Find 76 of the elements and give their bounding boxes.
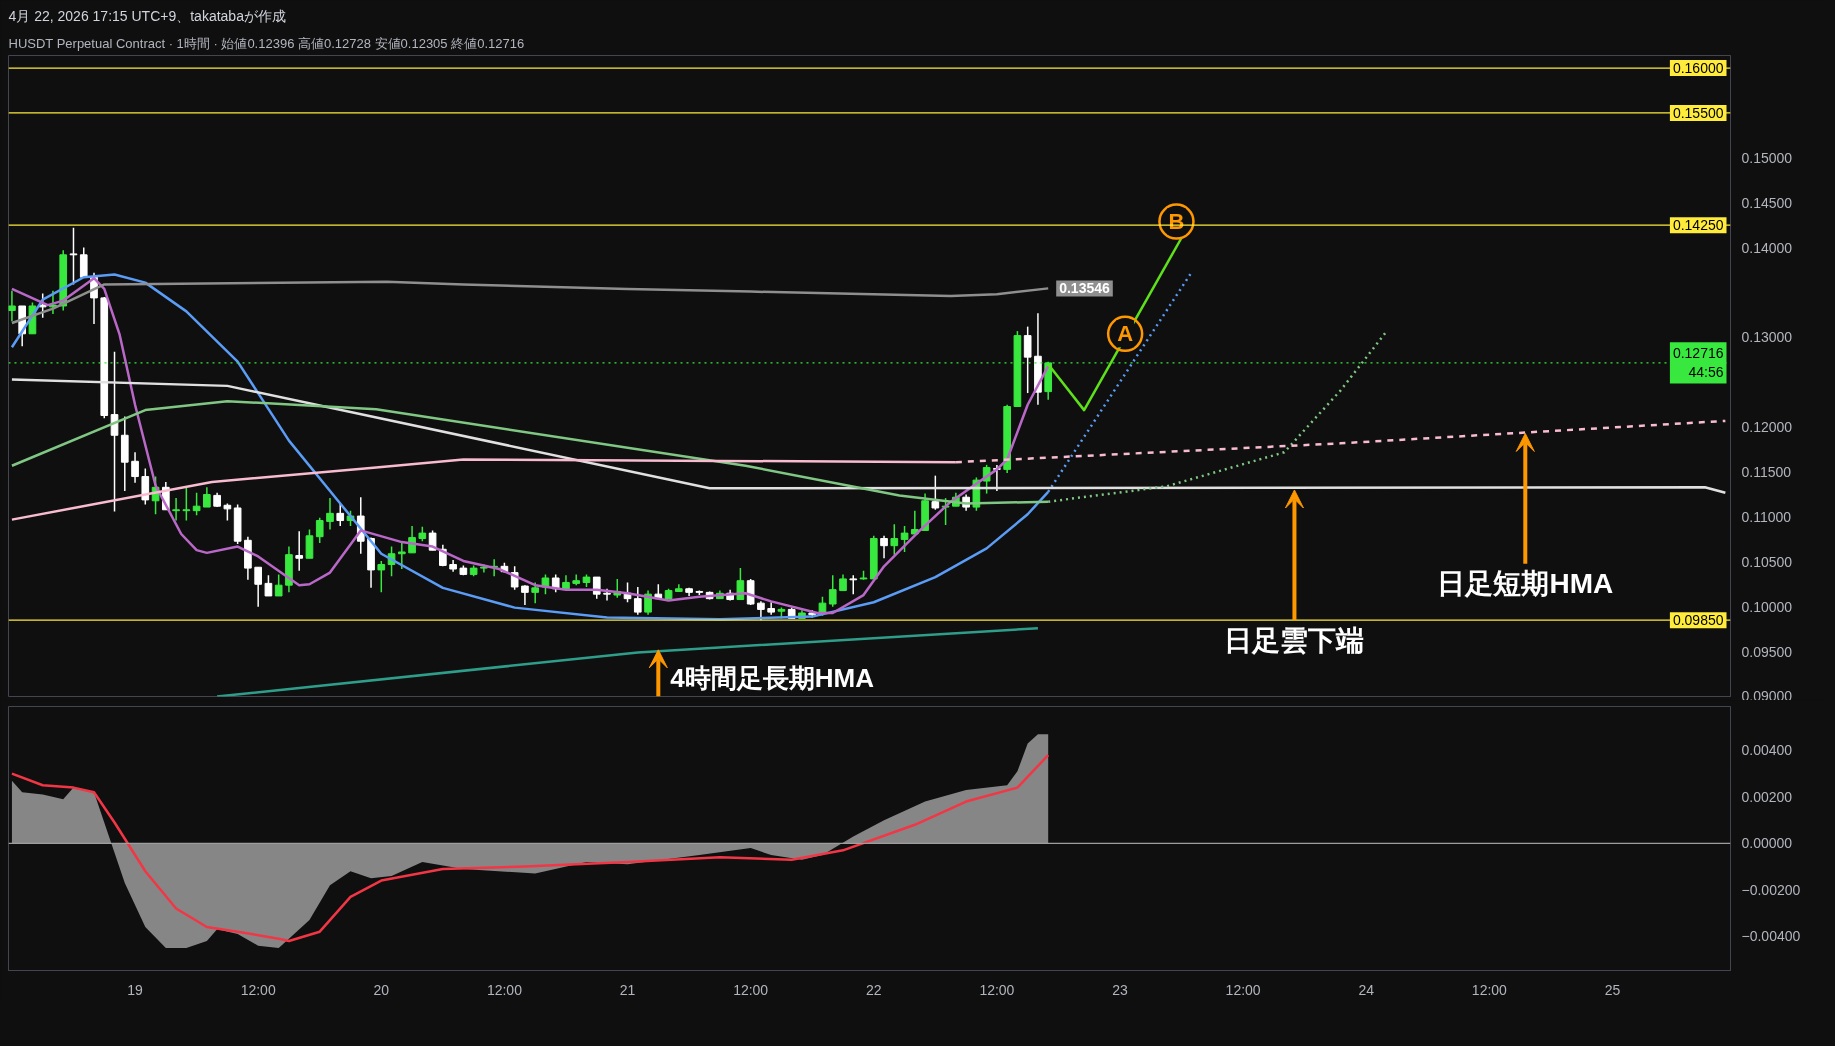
- ref-line-label: 0.16000: [1672, 60, 1724, 77]
- candlestick: [397, 541, 406, 570]
- candlestick: [757, 600, 765, 621]
- candlestick: [1023, 325, 1032, 394]
- y-tick-label: 0.00200: [1741, 788, 1793, 805]
- candlestick: [38, 292, 47, 319]
- y-tick-label: 0.00000: [1741, 835, 1793, 852]
- y-tick-label: 0.10000: [1741, 598, 1793, 615]
- candlestick: [890, 523, 899, 556]
- candlestick: [192, 491, 201, 516]
- x-tick-label: 22: [865, 981, 882, 998]
- candlestick: [295, 530, 304, 572]
- candlestick: [305, 528, 314, 559]
- candlestick: [931, 474, 940, 511]
- x-tick-label: 23: [1112, 981, 1129, 998]
- x-tick-label: 12:00: [240, 981, 276, 998]
- x-tick-label: 24: [1358, 981, 1375, 998]
- candlestick: [203, 486, 211, 508]
- x-tick-label: 12:00: [979, 981, 1015, 998]
- x-tick-label: 25: [1604, 981, 1621, 998]
- ref-line-label: 0.14250: [1672, 217, 1724, 234]
- candlestick: [633, 586, 642, 616]
- line-series: [10, 280, 1050, 325]
- y-tick-label: −0.00400: [1741, 928, 1801, 945]
- ref-line-label: 0.09850: [1672, 612, 1724, 629]
- candlestick: [264, 574, 273, 597]
- ref-line-label: 0.12716 44:56: [1672, 345, 1724, 381]
- y-tick-label: 0.09500: [1741, 643, 1793, 660]
- candlestick: [828, 574, 837, 608]
- candlestick: [746, 578, 755, 606]
- annotation: 4時間足長期HMA: [670, 663, 875, 694]
- x-tick-label: 19: [127, 981, 144, 998]
- y-tick-label: 0.10500: [1741, 553, 1793, 570]
- candlestick: [315, 517, 324, 544]
- x-tick-label: 12:00: [1225, 981, 1261, 998]
- candlestick: [182, 486, 191, 522]
- y-tick-label: 0.15000: [1741, 149, 1793, 166]
- candlestick: [326, 497, 334, 531]
- y-tick-label: 0.14500: [1741, 194, 1793, 211]
- y-tick-label: 0.11500: [1741, 464, 1792, 481]
- candlestick: [110, 351, 119, 513]
- data-label: A: [1117, 321, 1134, 347]
- candlestick: [336, 502, 345, 527]
- candlestick: [8, 289, 16, 322]
- candlestick: [79, 246, 88, 278]
- y-tick-label: 0.14000: [1741, 239, 1793, 256]
- candlestick: [900, 525, 909, 553]
- x-tick-label: 12:00: [733, 981, 769, 998]
- candlestick: [274, 573, 283, 597]
- candlestick: [531, 581, 540, 604]
- candlestick: [849, 574, 858, 595]
- x-tick-label: 21: [619, 981, 636, 998]
- line-series: [10, 378, 1727, 494]
- annotation: 日足雲下端: [1224, 624, 1365, 656]
- ref-line-label: 0.15500: [1672, 104, 1724, 121]
- y-tick-label: 0.11000: [1741, 508, 1792, 525]
- y-tick-label: 0.13000: [1741, 329, 1793, 346]
- candlestick: [377, 560, 386, 594]
- chart-title: 4月 22, 2026 17:15 UTC+9、takatabaが作成: [8, 7, 286, 24]
- candlestick: [131, 451, 139, 484]
- y-tick-label: 0.00400: [1741, 742, 1793, 759]
- y-tick-label: 0.09000: [1741, 687, 1793, 704]
- x-tick-label: 12:00: [1471, 981, 1508, 998]
- candlestick: [880, 535, 888, 559]
- annotation: 日足短期HMA: [1437, 568, 1614, 600]
- chart-subtitle: HUSDT Perpetual Contract · 1時間 · 始値0.12396 高値0.12728 安値0.12305 終値0.12716: [8, 35, 525, 51]
- y-tick-label: 0.12000: [1741, 419, 1793, 436]
- candlestick: [818, 596, 827, 617]
- candlestick: [172, 497, 180, 522]
- candlestick: [141, 467, 150, 506]
- candlestick: [254, 566, 262, 608]
- data-label: 0.13546: [1059, 280, 1111, 297]
- candlestick: [521, 584, 529, 606]
- x-tick-label: 20: [373, 981, 390, 998]
- x-tick-label: 12:00: [486, 981, 523, 998]
- y-tick-label: −0.00200: [1741, 881, 1801, 898]
